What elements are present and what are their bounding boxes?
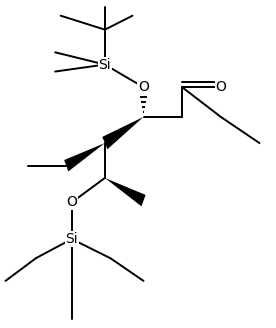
Text: O: O bbox=[66, 195, 77, 209]
Polygon shape bbox=[105, 178, 146, 206]
Polygon shape bbox=[64, 143, 105, 172]
Text: O: O bbox=[138, 80, 149, 94]
Polygon shape bbox=[102, 117, 144, 149]
Text: Si: Si bbox=[65, 232, 78, 246]
Text: Si: Si bbox=[99, 57, 111, 72]
Text: O: O bbox=[215, 80, 226, 94]
